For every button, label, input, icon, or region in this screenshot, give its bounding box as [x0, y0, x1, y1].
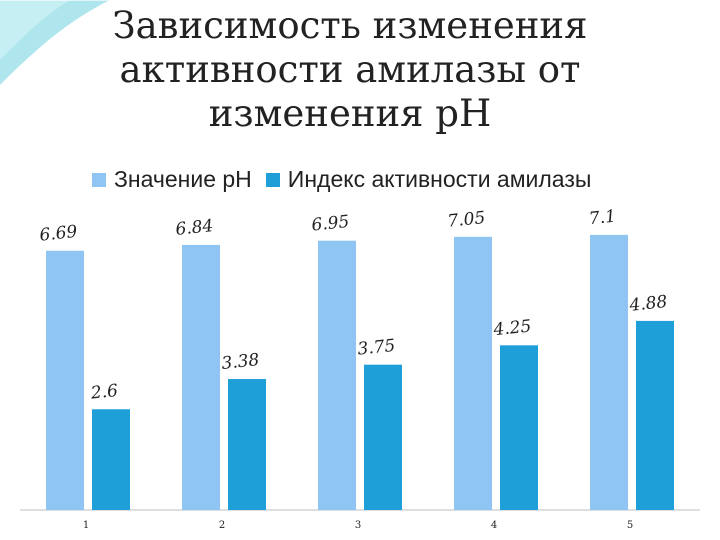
legend-swatch-ph [92, 172, 106, 187]
bar-series1-cat3 [318, 240, 356, 510]
bar-series2-cat2 [228, 379, 266, 510]
bar-series2-cat4 [500, 345, 538, 510]
decorative-corner-wave [0, 0, 121, 90]
data-label-series1-cat2: 6.84 [175, 216, 215, 240]
data-label-series2-cat3: 3.75 [357, 336, 397, 360]
legend-item-amylase: Индекс активности амилазы [265, 166, 592, 193]
bar-series1-cat2 [182, 244, 220, 510]
data-label-series1-cat3: 6.95 [311, 212, 351, 236]
legend-swatch-amylase [265, 172, 280, 187]
bar-series1-cat1 [46, 250, 84, 510]
data-label-series1-cat4: 7.05 [447, 208, 487, 232]
data-label-series1-cat5: 7.1 [588, 207, 617, 230]
legend-item-ph: Значение pH [92, 166, 252, 193]
x-tick-label-5: 5 [627, 520, 633, 531]
x-tick-label-4: 4 [491, 520, 497, 531]
legend-label-amylase: Индекс активности амилазы [287, 166, 592, 192]
bar-series2-cat3 [364, 364, 402, 510]
data-label-series2-cat1: 2.6 [89, 381, 119, 404]
legend-label-ph: Значение pH [114, 166, 252, 192]
chart-legend: Значение pH Индекс активности амилазы [92, 166, 605, 193]
data-label-series2-cat5: 4.88 [628, 292, 669, 316]
x-tick-label-3: 3 [355, 520, 361, 531]
title-line-3: изменения pH [208, 92, 492, 135]
bar-series2-cat1 [92, 409, 130, 510]
data-label-series1-cat1: 6.69 [39, 222, 79, 246]
x-tick-label-1: 1 [83, 520, 89, 531]
slide-title: Зависимость изменения активности амилазы… [60, 4, 640, 136]
data-label-series2-cat2: 3.38 [221, 350, 261, 374]
title-line-1: Зависимость изменения [112, 4, 588, 47]
bar-series1-cat5 [590, 234, 628, 510]
bar-series1-cat4 [454, 236, 492, 510]
x-tick-label-2: 2 [219, 520, 225, 531]
title-line-2: активности амилазы от [119, 48, 581, 91]
bar-series2-cat5 [636, 320, 674, 510]
data-label-series2-cat4: 4.25 [492, 316, 533, 340]
